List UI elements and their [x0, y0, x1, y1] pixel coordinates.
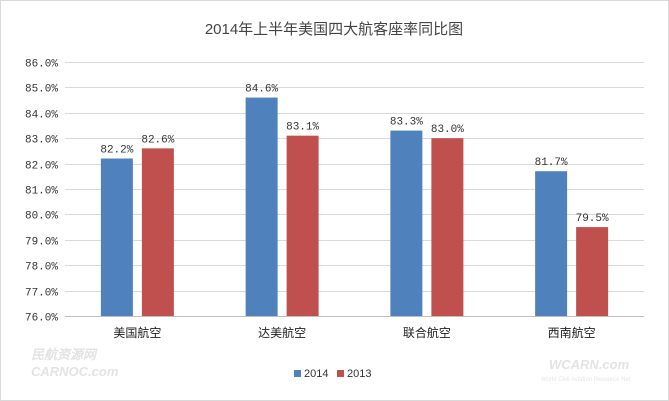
y-axis-labels: 76.0% 77.0% 78.0% 79.0% 80.0% 81.0% 82.0% 83.0%… [25, 59, 58, 325]
data-label: 84.6% [245, 84, 278, 96]
bar [245, 97, 278, 316]
legend-label: 2013 [347, 368, 371, 380]
bar [431, 138, 464, 316]
bar [100, 158, 133, 316]
watermark-right-sub: World Civil Aviation Resource Net [541, 377, 631, 383]
x-tick-label: 西南航空 [548, 325, 596, 340]
bars [100, 97, 609, 316]
x-tick-label: 联合航空 [403, 325, 451, 340]
y-tick-label: 78.0% [25, 262, 58, 274]
data-label: 81.7% [535, 157, 568, 169]
watermark-left: 民航资源网 CARNOC.com [31, 347, 119, 379]
chart-title: 2014年上半年美国四大航客座率同比图 [205, 21, 463, 38]
y-tick-label: 79.0% [25, 237, 58, 249]
y-tick-label: 84.0% [25, 110, 58, 122]
y-tick-label: 76.0% [25, 313, 58, 325]
y-tick-label: 81.0% [25, 186, 58, 198]
x-axis-labels: 美国航空 达美航空 联合航空 西南航空 [113, 325, 595, 340]
legend-swatch [337, 370, 344, 377]
y-tick-label: 80.0% [25, 211, 58, 223]
bar [390, 130, 423, 316]
legend-swatch [294, 370, 301, 377]
watermark-left-en: CARNOC.com [31, 364, 119, 379]
data-label: 79.5% [576, 213, 609, 225]
data-label: 83.1% [286, 122, 319, 134]
data-label: 82.2% [100, 145, 133, 157]
y-tick-label: 83.0% [25, 135, 58, 147]
data-labels: 82.2% 82.6% 84.6% 83.1% 83.3% 83.0% 81.7% 79.5% [100, 84, 609, 226]
bar [576, 227, 609, 316]
watermark-left-cn: 民航资源网 [31, 347, 98, 362]
x-tick-label: 美国航空 [113, 325, 161, 340]
bar [535, 171, 568, 316]
y-tick-label: 77.0% [25, 288, 58, 300]
data-label: 83.3% [390, 117, 423, 129]
legend-label: 2014 [304, 368, 328, 380]
watermark-right-en: WCARN.com [549, 357, 630, 372]
y-tick-label: 82.0% [25, 161, 58, 173]
legend: 2014 2013 [294, 368, 371, 380]
bar [286, 135, 319, 316]
watermark-right: WCARN.com World Civil Aviation Resource … [541, 357, 631, 383]
bar [141, 148, 174, 316]
data-label: 82.6% [141, 134, 174, 146]
y-tick-label: 85.0% [25, 84, 58, 96]
y-tick-label: 86.0% [25, 59, 58, 71]
x-tick-label: 达美航空 [258, 325, 306, 340]
data-label: 83.0% [431, 124, 464, 136]
